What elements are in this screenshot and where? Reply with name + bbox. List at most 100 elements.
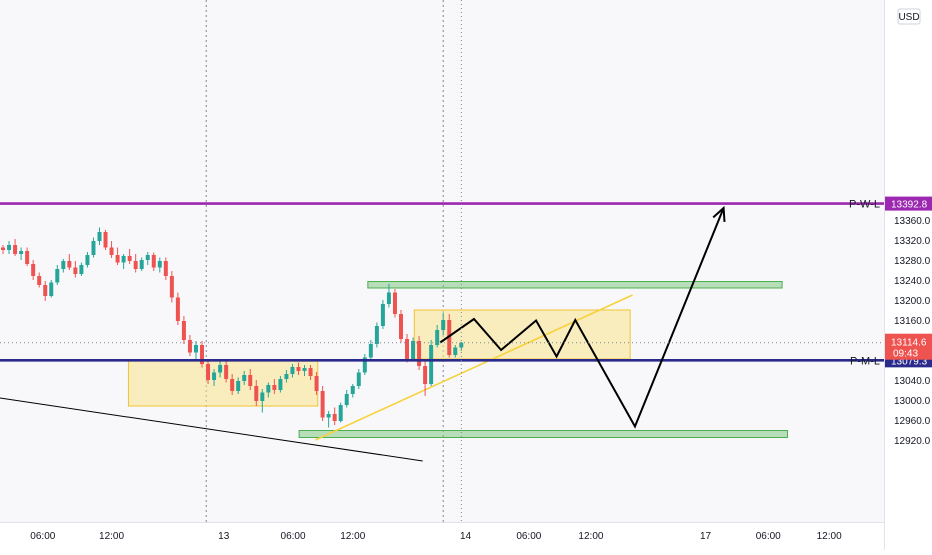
candle-6 — [37, 272, 42, 288]
candle-73 — [441, 312, 446, 335]
candle-body — [260, 392, 265, 401]
candle-8 — [49, 280, 54, 298]
candle-body — [320, 391, 325, 418]
candle-body — [429, 345, 434, 384]
candle-22 — [133, 254, 138, 273]
candle-body — [296, 367, 301, 371]
candle-body — [218, 365, 223, 373]
trend-line-1[interactable] — [0, 397, 423, 462]
candle-46 — [278, 376, 283, 393]
candle-body — [435, 330, 440, 345]
candle-body — [242, 375, 247, 381]
trend-lines-layer — [0, 294, 633, 462]
candle-body — [314, 376, 319, 391]
zones-layer — [127, 281, 789, 438]
candle-body — [266, 385, 271, 393]
candle-34 — [206, 359, 211, 384]
x-tick-label: 12:00 — [578, 531, 603, 542]
candle-36 — [218, 361, 223, 378]
candle-body — [97, 232, 102, 241]
candle-body — [55, 269, 60, 283]
candle-body — [103, 232, 108, 248]
candle-26 — [157, 257, 162, 273]
candle-body — [447, 320, 452, 355]
candle-body — [290, 367, 295, 374]
time-axis[interactable]: 06:00 12:00 13 06:00 12:00 14 06:00 12:00 17 06:0… — [30, 531, 842, 542]
candle-24 — [145, 252, 150, 265]
candle-body — [230, 379, 235, 391]
candle-body — [31, 264, 36, 276]
candle-body — [417, 341, 422, 366]
candle-body — [73, 267, 78, 274]
candle-21 — [127, 249, 132, 264]
candle-7 — [43, 281, 48, 301]
candle-65 — [392, 289, 397, 318]
candle-47 — [284, 370, 289, 383]
candle-76 — [459, 342, 464, 351]
candle-61 — [368, 340, 373, 360]
candle-30 — [181, 316, 186, 344]
candle-49 — [296, 362, 301, 375]
green-zone-3[interactable] — [298, 430, 789, 438]
candle-69 — [417, 336, 422, 370]
price-axis[interactable]: 13360.0 13320.0 13280.0 13240.0 13200.0 13160… — [894, 216, 931, 447]
candle-body — [272, 385, 277, 390]
x-tick-label: 12:00 — [817, 531, 842, 542]
candle-13 — [79, 262, 84, 276]
candle-43 — [260, 389, 265, 413]
projection-layer — [439, 205, 726, 429]
candle-32 — [193, 341, 198, 360]
candle-10 — [61, 259, 66, 273]
candle-body — [49, 282, 54, 296]
candle-2 — [13, 239, 18, 256]
candle-3 — [19, 247, 24, 260]
projection-arrowhead — [712, 205, 726, 223]
trend-line-0[interactable] — [315, 294, 633, 441]
candle-20 — [121, 254, 126, 269]
green-zone-2[interactable] — [367, 281, 783, 289]
x-tick-label: 12:00 — [340, 531, 365, 542]
candle-body — [254, 386, 259, 401]
y-tick-label: 13360.0 — [894, 216, 931, 227]
candle-body — [411, 341, 416, 359]
candle-body — [212, 372, 217, 380]
candle-11 — [67, 254, 72, 270]
candle-55 — [332, 407, 337, 425]
bar-countdown: 09:43 — [893, 349, 918, 360]
candle-75 — [453, 345, 458, 358]
axis-labels: 13392.8 13079.3 13114.609:43 — [885, 196, 932, 368]
y-tick-label: 12960.0 — [894, 416, 931, 427]
current-price-tag — [885, 333, 932, 360]
candle-37 — [224, 360, 229, 383]
yellow-zone-1[interactable] — [413, 309, 631, 360]
candle-39 — [236, 377, 241, 394]
candle-body — [37, 276, 42, 285]
candle-56 — [338, 402, 343, 423]
price-crosshair — [0, 0, 884, 522]
candle-4 — [25, 247, 30, 266]
currency-badge[interactable]: USD — [897, 8, 921, 25]
y-tick-label: 13000.0 — [894, 396, 931, 407]
yellow-zone-0[interactable] — [127, 360, 319, 407]
candle-64 — [386, 284, 391, 308]
candle-33 — [200, 341, 205, 368]
candle-27 — [163, 257, 168, 280]
y-tick-label: 13280.0 — [894, 256, 931, 267]
candle-body — [398, 314, 403, 339]
candle-50 — [302, 365, 307, 376]
candle-body — [91, 241, 96, 255]
candle-body — [193, 345, 198, 353]
candle-57 — [344, 390, 349, 408]
plot-area[interactable] — [0, 0, 884, 522]
monthly-level-value: 13079.3 — [891, 356, 928, 367]
candle-body — [121, 256, 126, 263]
candle-28 — [169, 271, 174, 303]
candle-67 — [405, 334, 410, 363]
candle-35 — [212, 369, 217, 386]
y-tick-label: 13200.0 — [894, 296, 931, 307]
projection-path[interactable] — [439, 207, 725, 429]
candle-44 — [266, 382, 271, 398]
candle-body — [145, 255, 150, 260]
